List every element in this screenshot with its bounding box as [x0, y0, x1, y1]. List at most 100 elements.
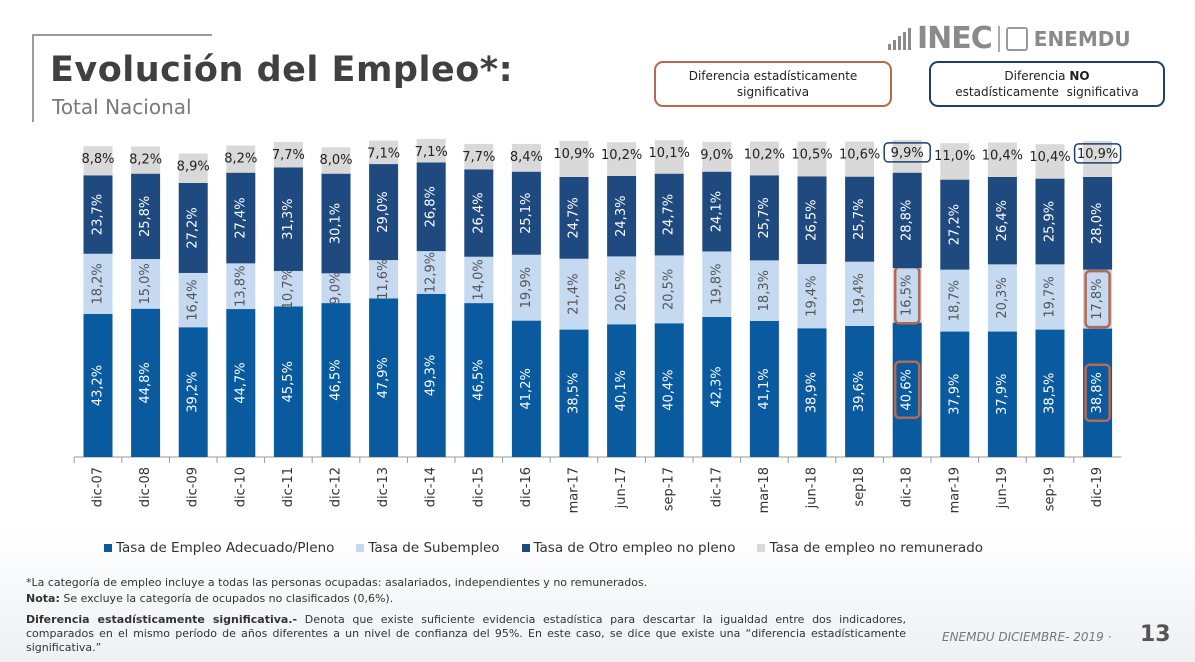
bar-segment-adecuado — [1035, 329, 1065, 457]
not-significant-legend-box: Diferencia NO estadísticamente significa… — [929, 61, 1165, 107]
data-label-subempleo: 15,0% — [138, 263, 153, 304]
bar-segment-adecuado — [607, 324, 637, 457]
highlight-box-not_significant — [1073, 143, 1122, 164]
data-label-adecuado: 39,2% — [186, 371, 201, 412]
bar-segment-otro — [607, 175, 637, 257]
data-label-adecuado: 41,2% — [519, 368, 534, 409]
data-label-adecuado: 38,9% — [805, 372, 820, 413]
data-label-subempleo: 19,7% — [1043, 276, 1058, 317]
bar-segment-otro — [416, 162, 446, 252]
bar-segment-otro — [892, 172, 922, 268]
bar-segment-subempleo — [559, 258, 589, 330]
data-label-otro: 31,3% — [281, 199, 296, 240]
footnote-category: *La categoría de empleo incluye a todas … — [26, 576, 648, 589]
bar-segment-subempleo — [226, 263, 256, 310]
data-label-no_remunerado: 8,2% — [129, 153, 162, 168]
bar-segment-subempleo — [178, 272, 208, 328]
bar-segment-no_remunerado — [987, 142, 1017, 177]
x-tick-label: dic-12 — [329, 467, 344, 507]
x-tick-label: jun-17 — [614, 467, 629, 509]
data-label-subempleo: 13,8% — [233, 266, 248, 307]
data-label-adecuado: 41,1% — [757, 368, 772, 409]
data-label-otro: 24,3% — [614, 196, 629, 237]
bar-segment-subempleo — [83, 253, 113, 315]
legend-item-no-remunerado: Tasa de empleo no remunerado — [757, 540, 983, 556]
bar-segment-no_remunerado — [464, 143, 494, 170]
data-label-no_remunerado: 8,8% — [81, 152, 114, 167]
bar-segment-adecuado — [1083, 328, 1113, 457]
data-label-adecuado: 40,1% — [614, 370, 629, 411]
data-label-adecuado: 44,8% — [138, 362, 153, 403]
bar-segment-adecuado — [654, 323, 684, 457]
legend-label-adecuado: Tasa de Empleo Adecuado/Pleno — [116, 540, 335, 556]
bar-segment-no_remunerado — [369, 140, 399, 165]
data-label-subempleo: 19,8% — [709, 264, 724, 305]
data-label-adecuado: 45,5% — [281, 361, 296, 402]
data-label-otro: 27,4% — [233, 197, 248, 238]
data-label-subempleo: 20,3% — [995, 277, 1010, 318]
x-tick-label: mar-17 — [567, 467, 582, 513]
data-label-no_remunerado: 10,5% — [791, 148, 832, 163]
data-label-subempleo: 11,6% — [376, 259, 391, 300]
bar-segment-no_remunerado — [892, 139, 922, 173]
x-tick-label: dic-10 — [233, 467, 248, 507]
legend-swatch-otro — [521, 544, 530, 552]
data-label-subempleo: 20,5% — [614, 270, 629, 311]
data-label-subempleo: 14,0% — [471, 259, 486, 300]
inec-logo: INEC ENEMDU — [888, 24, 1131, 54]
stacked-bar-chart: 43,2% 18,2% 23,7% 8,8% dic-07 44,8% 15,0% 25,8%… — [73, 138, 1122, 513]
data-label-adecuado: 37,9% — [995, 374, 1010, 415]
data-label-subempleo: 19,4% — [805, 275, 820, 316]
x-tick-label: dic-07 — [91, 467, 106, 507]
logo-enemdu-text: ENEMDU — [1033, 27, 1131, 51]
bar-segment-otro — [749, 175, 779, 261]
x-tick-label: dic-09 — [186, 467, 201, 507]
x-tick-label: jun-19 — [995, 467, 1010, 509]
x-tick-label: mar-19 — [947, 467, 962, 513]
data-label-otro: 29,0% — [376, 191, 391, 232]
highlight-box-significant — [1084, 363, 1111, 423]
not-significant-bold: NO — [1069, 69, 1090, 83]
not-significant-prefix: Diferencia — [1004, 69, 1066, 83]
bar-segment-adecuado — [178, 327, 208, 457]
data-label-no_remunerado: 10,4% — [1029, 150, 1070, 165]
data-label-no_remunerado: 10,2% — [601, 148, 642, 163]
x-tick-label: sep-17 — [662, 467, 677, 511]
data-label-adecuado: 47,9% — [376, 357, 391, 398]
data-label-adecuado: 38,8% — [1090, 372, 1105, 413]
highlight-box-not_significant — [883, 142, 931, 163]
data-label-no_remunerado: 10,1% — [649, 146, 690, 161]
bar-segment-subempleo — [131, 259, 161, 309]
bar-segment-no_remunerado — [226, 145, 256, 173]
data-label-adecuado: 40,4% — [662, 369, 677, 410]
bar-segment-no_remunerado — [702, 141, 732, 172]
bar-segment-subempleo — [892, 267, 922, 323]
bar-segment-adecuado — [797, 328, 827, 457]
bar-segment-otro — [987, 176, 1017, 265]
bar-segment-otro — [654, 173, 684, 256]
bar-segment-otro — [702, 171, 732, 252]
note-label: Nota: — [26, 592, 60, 605]
bar-segment-adecuado — [987, 331, 1017, 457]
significance-label: Diferencia estadísticamente significativ… — [26, 613, 298, 626]
data-label-no_remunerado: 10,9% — [1077, 147, 1118, 162]
footer-label: ENEMDU DICIEMBRE- 2019 · — [942, 630, 1112, 644]
legend-swatch-subempleo — [356, 544, 365, 552]
bar-segment-adecuado — [749, 320, 779, 457]
data-label-adecuado: 39,6% — [852, 371, 867, 412]
bar-segment-otro — [511, 171, 541, 255]
footnote-significance: Diferencia estadísticamente significativ… — [26, 613, 906, 655]
title-bracket-horizontal — [32, 34, 212, 36]
bar-segment-otro — [797, 176, 827, 265]
bar-segment-subempleo — [702, 251, 732, 317]
data-label-adecuado: 44,7% — [233, 362, 248, 403]
significant-legend-text: Diferencia estadísticamente significativ… — [688, 69, 858, 99]
data-label-adecuado: 46,5% — [329, 359, 344, 400]
bar-segment-otro — [321, 173, 351, 274]
logo-inec-text: INEC — [917, 21, 993, 56]
legend-label-subempleo: Tasa de Subempleo — [368, 540, 500, 556]
bar-segment-otro — [83, 175, 113, 254]
highlight-box-significant — [893, 360, 921, 420]
data-label-adecuado: 49,3% — [424, 355, 439, 396]
bar-segment-adecuado — [892, 322, 922, 457]
